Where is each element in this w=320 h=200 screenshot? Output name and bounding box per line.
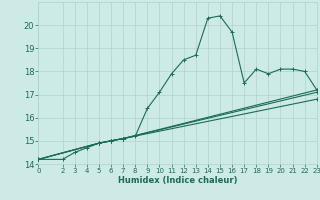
- X-axis label: Humidex (Indice chaleur): Humidex (Indice chaleur): [118, 176, 237, 185]
